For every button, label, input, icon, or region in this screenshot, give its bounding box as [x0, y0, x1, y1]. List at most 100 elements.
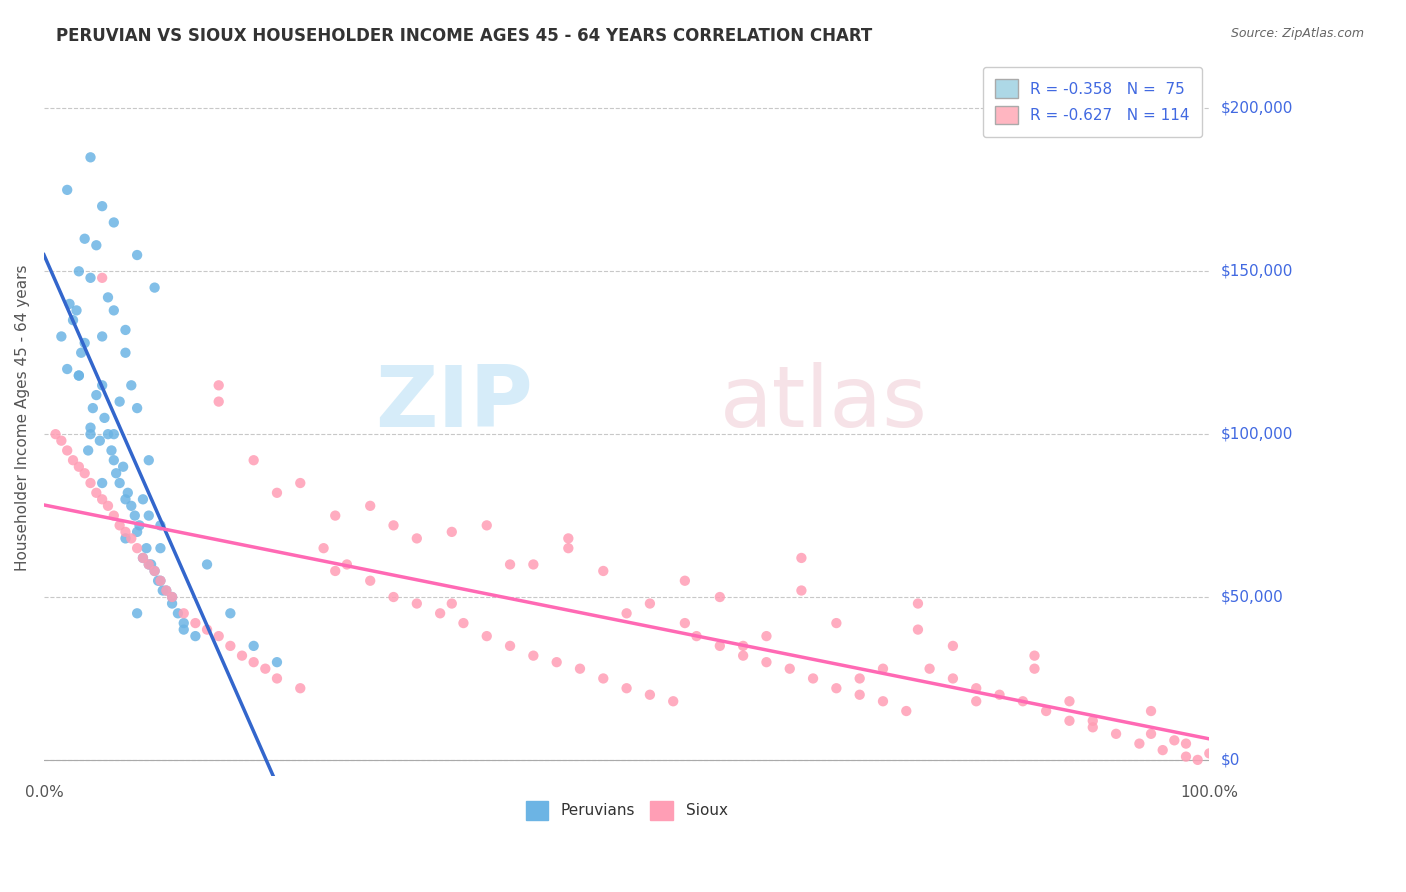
Point [117, 485, 139, 500]
Point [988, 688, 1011, 702]
Point [65, 303, 87, 318]
Point [405, 597, 427, 611]
Point [58, 297, 80, 311]
Point [872, 662, 894, 676]
Point [73, 335, 96, 350]
Point [907, 623, 929, 637]
Point [146, 574, 169, 588]
Point [290, 476, 312, 491]
Point [1175, 749, 1198, 764]
Point [135, 541, 157, 556]
Point [143, 280, 166, 294]
Point [323, 508, 346, 523]
Point [124, 508, 146, 523]
Point [114, 524, 136, 539]
Point [160, 597, 183, 611]
Point [755, 655, 778, 669]
Point [139, 558, 162, 572]
Point [453, 616, 475, 631]
Point [86, 388, 108, 402]
Point [70, 345, 93, 359]
Point [149, 541, 172, 556]
Point [522, 558, 544, 572]
Point [127, 541, 149, 556]
Point [1059, 714, 1081, 728]
Point [143, 564, 166, 578]
Point [100, 443, 122, 458]
Point [114, 532, 136, 546]
Point [97, 290, 120, 304]
Point [56, 183, 79, 197]
Point [91, 270, 114, 285]
Point [56, 443, 79, 458]
Point [825, 681, 848, 696]
Point [1152, 743, 1174, 757]
Point [79, 150, 101, 164]
Point [93, 410, 115, 425]
Point [79, 476, 101, 491]
Point [896, 704, 918, 718]
Point [312, 541, 335, 556]
Point [1163, 733, 1185, 747]
Point [62, 313, 84, 327]
Point [942, 672, 965, 686]
Point [128, 518, 150, 533]
Point [231, 648, 253, 663]
Point [120, 532, 142, 546]
Point [475, 518, 498, 533]
Point [127, 248, 149, 262]
Point [132, 550, 155, 565]
Point [167, 607, 190, 621]
Point [359, 499, 381, 513]
Point [546, 655, 568, 669]
Point [91, 378, 114, 392]
Point [173, 616, 195, 631]
Point [91, 329, 114, 343]
Point [138, 558, 160, 572]
Point [1011, 694, 1033, 708]
Point [103, 427, 125, 442]
Point [616, 681, 638, 696]
Point [108, 394, 131, 409]
Point [242, 453, 264, 467]
Point [405, 532, 427, 546]
Point [155, 583, 177, 598]
Point [120, 499, 142, 513]
Point [73, 232, 96, 246]
Point [323, 564, 346, 578]
Point [62, 453, 84, 467]
Point [790, 583, 813, 598]
Point [242, 655, 264, 669]
Point [1081, 714, 1104, 728]
Point [132, 492, 155, 507]
Point [638, 688, 661, 702]
Point [97, 427, 120, 442]
Point [1059, 694, 1081, 708]
Point [79, 420, 101, 434]
Point [801, 672, 824, 686]
Point [208, 394, 231, 409]
Point [242, 639, 264, 653]
Point [440, 524, 463, 539]
Point [51, 329, 73, 343]
Point [77, 443, 100, 458]
Point [522, 648, 544, 663]
Point [79, 427, 101, 442]
Point [149, 518, 172, 533]
Point [91, 199, 114, 213]
Point [336, 558, 359, 572]
Point [108, 476, 131, 491]
Point [499, 558, 522, 572]
Point [907, 597, 929, 611]
Point [208, 629, 231, 643]
Point [825, 616, 848, 631]
Point [673, 616, 696, 631]
Point [67, 368, 90, 383]
Point [382, 518, 405, 533]
Point [195, 623, 218, 637]
Point [965, 681, 987, 696]
Legend: Peruvians, Sioux: Peruvians, Sioux [519, 795, 734, 826]
Point [848, 688, 870, 702]
Point [160, 590, 183, 604]
Point [103, 215, 125, 229]
